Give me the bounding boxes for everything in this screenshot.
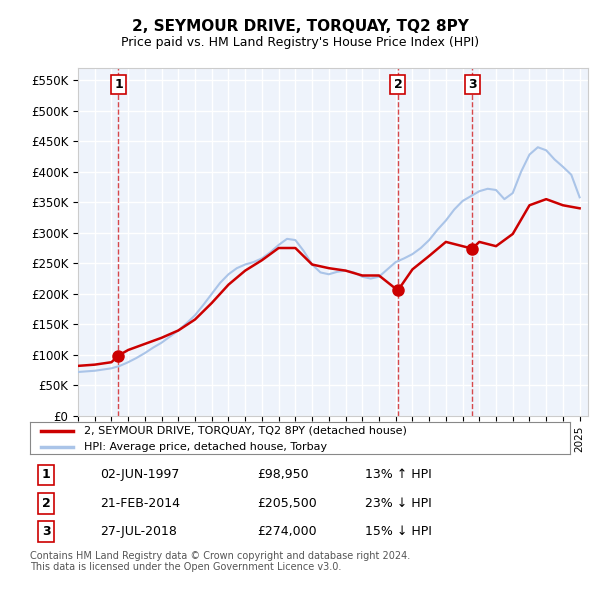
Text: HPI: Average price, detached house, Torbay: HPI: Average price, detached house, Torb…: [84, 442, 327, 452]
Text: 27-JUL-2018: 27-JUL-2018: [100, 525, 177, 538]
Text: 13% ↑ HPI: 13% ↑ HPI: [365, 468, 431, 481]
Text: 15% ↓ HPI: 15% ↓ HPI: [365, 525, 431, 538]
Text: 1: 1: [42, 468, 50, 481]
Text: 2: 2: [394, 78, 402, 91]
Text: 02-JUN-1997: 02-JUN-1997: [100, 468, 179, 481]
Text: 1: 1: [114, 78, 123, 91]
Text: £205,500: £205,500: [257, 497, 317, 510]
Text: Contains HM Land Registry data © Crown copyright and database right 2024.
This d: Contains HM Land Registry data © Crown c…: [30, 550, 410, 572]
Text: Price paid vs. HM Land Registry's House Price Index (HPI): Price paid vs. HM Land Registry's House …: [121, 36, 479, 49]
Text: 2: 2: [42, 497, 50, 510]
Text: 21-FEB-2014: 21-FEB-2014: [100, 497, 180, 510]
Text: 3: 3: [468, 78, 476, 91]
Text: 23% ↓ HPI: 23% ↓ HPI: [365, 497, 431, 510]
Text: 2, SEYMOUR DRIVE, TORQUAY, TQ2 8PY: 2, SEYMOUR DRIVE, TORQUAY, TQ2 8PY: [131, 19, 469, 34]
Text: £274,000: £274,000: [257, 525, 316, 538]
Text: 3: 3: [42, 525, 50, 538]
Text: 2, SEYMOUR DRIVE, TORQUAY, TQ2 8PY (detached house): 2, SEYMOUR DRIVE, TORQUAY, TQ2 8PY (deta…: [84, 426, 407, 436]
Text: £98,950: £98,950: [257, 468, 308, 481]
